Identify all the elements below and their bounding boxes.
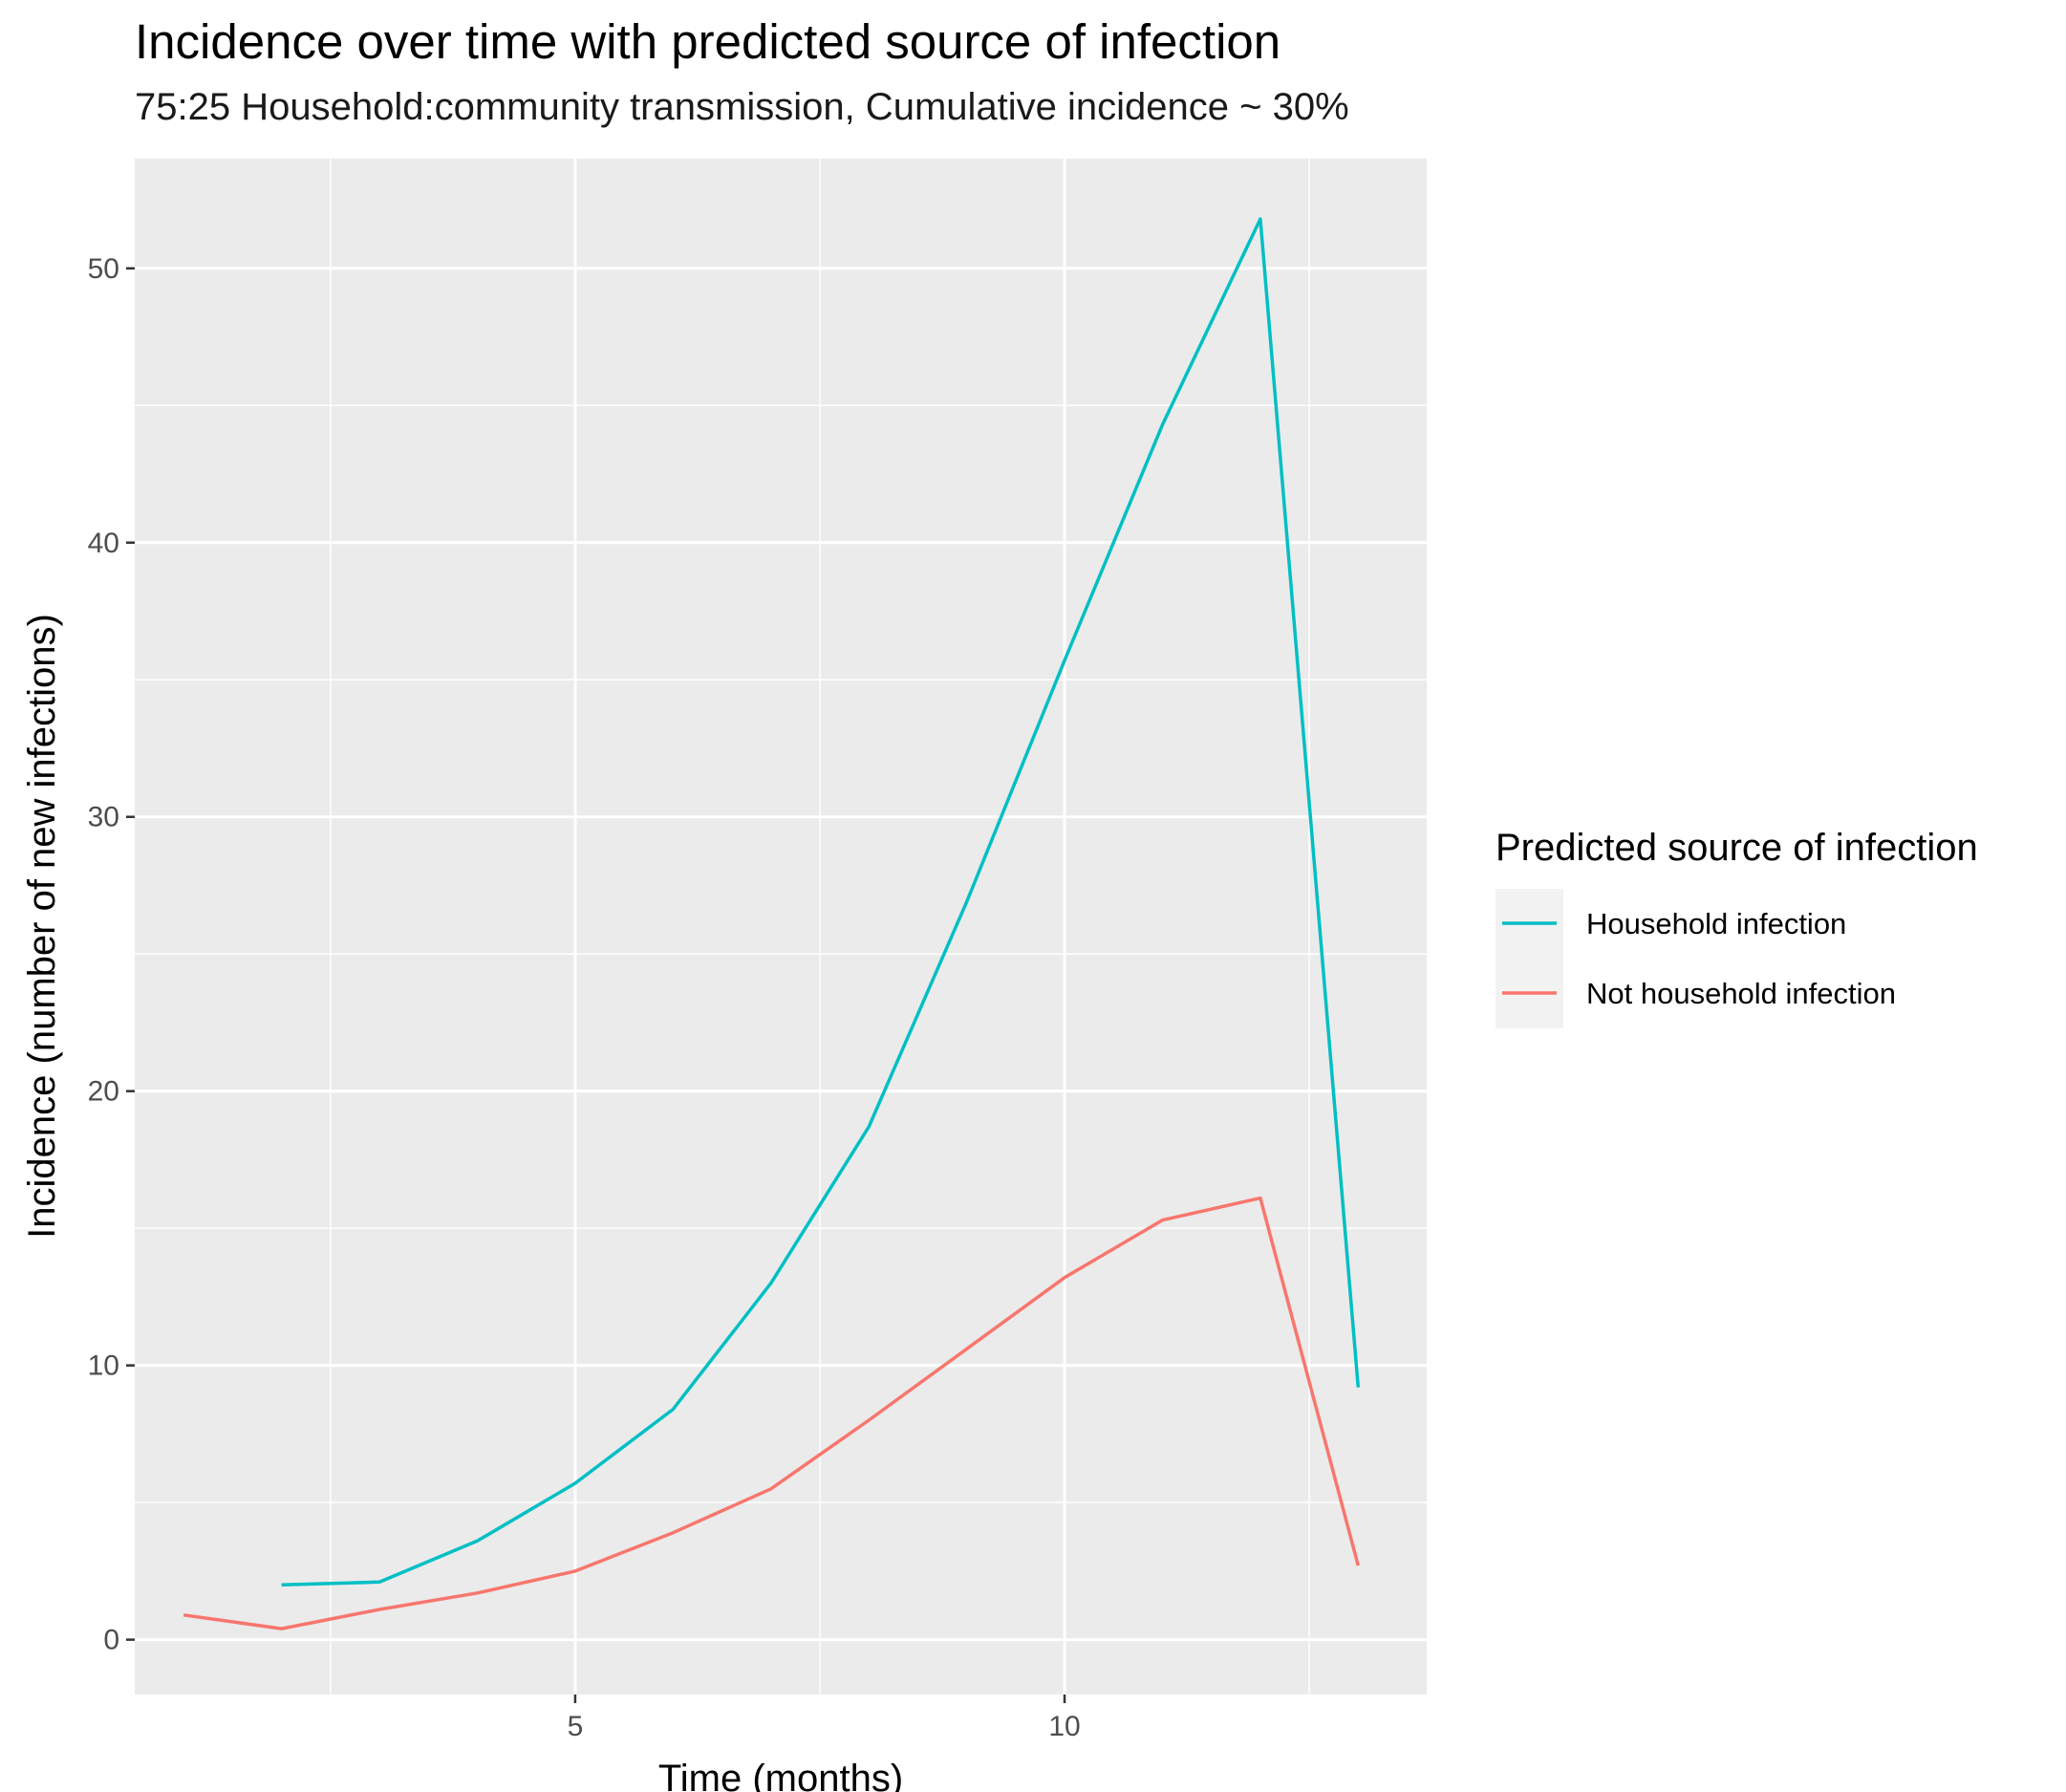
y-axis-title: Incidence (number of new infections) [21, 614, 63, 1239]
plot-panel [135, 159, 1427, 1695]
legend-title: Predicted source of infection [1496, 827, 1978, 869]
grid-lines [135, 159, 1427, 1695]
y-tick-label: 40 [88, 528, 119, 559]
axis-ticks: 5 10 0 10 20 30 40 50 [88, 253, 1081, 1742]
series-line-not-household [183, 1196, 1360, 1630]
y-tick-label: 0 [103, 1625, 119, 1656]
y-tick-label: 50 [88, 253, 119, 285]
chart-subtitle: 75:25 Household:community transmission, … [135, 86, 1349, 128]
legend: Predicted source of infection Household … [1496, 827, 1978, 1028]
y-tick-label: 30 [88, 802, 119, 833]
x-axis-title: Time (months) [658, 1758, 903, 1792]
legend-label-not-household: Not household infection [1586, 977, 1896, 1010]
y-tick-label: 10 [88, 1350, 119, 1382]
legend-key-background [1496, 889, 1563, 1028]
series-lines [183, 217, 1361, 1630]
series-line-household [281, 217, 1361, 1587]
chart-title: Incidence over time with predicted sourc… [135, 14, 1281, 69]
y-tick-label: 20 [88, 1076, 119, 1108]
x-tick-label: 10 [1048, 1711, 1080, 1742]
legend-label-household: Household infection [1586, 907, 1846, 940]
x-tick-label: 5 [568, 1711, 584, 1742]
